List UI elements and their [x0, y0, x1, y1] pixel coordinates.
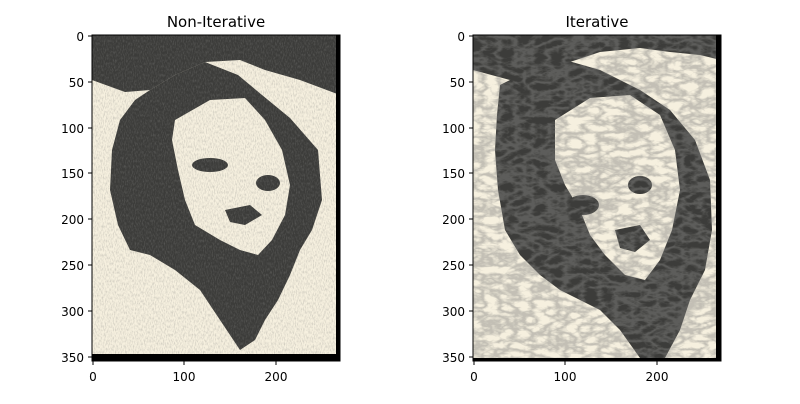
y-tick-label: 100 [442, 122, 465, 136]
y-tick-label: 300 [442, 305, 465, 319]
y-axis: 0 50 100 150 200 250 300 350 [61, 30, 92, 365]
y-tick-label: 250 [442, 259, 465, 273]
panel-title: Non-Iterative [167, 13, 265, 31]
x-tick-label: 100 [173, 370, 196, 384]
y-tick-label: 50 [69, 76, 84, 90]
y-tick-label: 0 [76, 30, 84, 44]
y-tick-label: 200 [442, 213, 465, 227]
right-border-strip [336, 35, 340, 361]
bottom-border-strip [473, 358, 721, 361]
y-axis: 0 50 100 150 200 250 300 350 [442, 30, 473, 365]
y-tick-label: 200 [61, 213, 84, 227]
x-tick-label: 200 [265, 370, 288, 384]
y-tick-label: 150 [442, 167, 465, 181]
panel-non-iterative: Non-Iterative [61, 13, 341, 384]
y-tick-label: 300 [61, 305, 84, 319]
panel-title: Iterative [565, 13, 628, 31]
y-tick-label: 100 [61, 122, 84, 136]
right-border-strip [716, 35, 721, 361]
y-tick-label: 150 [61, 167, 84, 181]
panel-iterative: Iterative 0 50 100 15 [442, 13, 722, 384]
x-tick-label: 0 [89, 370, 97, 384]
y-tick-label: 350 [61, 351, 84, 365]
x-axis: 0 100 200 [470, 361, 668, 384]
y-tick-label: 250 [61, 259, 84, 273]
x-tick-label: 0 [470, 370, 478, 384]
y-tick-label: 0 [457, 30, 465, 44]
sketch-texture [473, 35, 721, 361]
x-tick-label: 100 [554, 370, 577, 384]
plot-frame [472, 34, 722, 362]
y-tick-label: 50 [450, 76, 465, 90]
y-tick-label: 350 [442, 351, 465, 365]
plot-frame [91, 34, 341, 362]
stylized-portrait-image [92, 35, 340, 361]
x-axis: 0 100 200 [89, 361, 287, 384]
stylized-portrait-image [473, 35, 721, 361]
x-tick-label: 200 [646, 370, 669, 384]
sketch-texture [92, 35, 340, 361]
bottom-border-strip [92, 354, 340, 361]
